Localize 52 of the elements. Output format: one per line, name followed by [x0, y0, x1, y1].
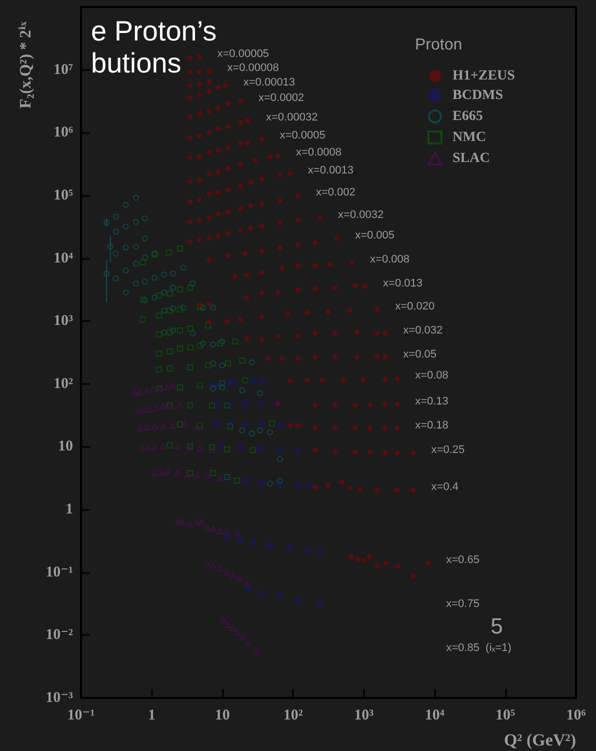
- x-tick-label: 10: [214, 708, 230, 724]
- annotation: x=0.13: [415, 396, 448, 408]
- y-tick-label: 10⁻²: [46, 627, 74, 644]
- y-tick-label: 10⁻¹: [46, 564, 73, 580]
- legend-label: NMC: [452, 130, 486, 145]
- annotation: x=0.0005: [280, 130, 326, 142]
- x-axis-title: Q² (GeV²): [504, 730, 576, 750]
- annotation: x=0.008: [370, 253, 410, 266]
- x-tick-label: 10²: [283, 708, 304, 724]
- annotation: x=0.00008: [227, 62, 279, 74]
- text: e Proton’s butions: [91, 16, 217, 78]
- annotation: x=0.0013: [308, 164, 354, 177]
- y-tick-label: 10⁵: [54, 187, 74, 204]
- annotation: x=0.25: [431, 444, 465, 456]
- legend-label: SLAC: [452, 151, 490, 166]
- x-tick-label: 10⁶: [566, 708, 586, 724]
- annotation: x=0.00013: [243, 76, 296, 89]
- x-tick-label: 10³: [354, 708, 374, 724]
- annotation: x=0.00005: [217, 48, 269, 60]
- legend-label: E665: [452, 109, 483, 124]
- annotation: x=0.05: [403, 348, 436, 360]
- x-tick-label: 1: [148, 708, 156, 724]
- annotation: x=0.002: [316, 186, 356, 199]
- y-tick-label: 10³: [54, 313, 74, 330]
- legend-label: BCDMS: [452, 88, 504, 103]
- y-tick-label: 10⁴: [54, 250, 74, 266]
- y-tick-label: 10²: [54, 376, 74, 392]
- annotation: x=0.0008: [296, 146, 342, 159]
- annotation: x=0.75: [446, 598, 480, 610]
- annotation: x=0.18: [415, 419, 448, 432]
- annotation: x=0.005: [355, 230, 395, 242]
- y-tick-label: 1: [66, 502, 73, 518]
- annotation: x=0.032: [403, 324, 443, 336]
- y-tick-label: 10⁷: [54, 62, 74, 78]
- y-tick-label: 10⁶: [54, 124, 74, 141]
- annotation: x=0.65: [446, 554, 480, 566]
- legend-title: Proton: [415, 36, 462, 54]
- annotation: x=0.08: [415, 369, 448, 382]
- y-tick-label: 10: [58, 438, 73, 455]
- x-tick-label: 10⁵: [496, 708, 516, 724]
- annotation: x=0.0032: [338, 208, 384, 221]
- annotation: x=0.0002: [258, 92, 304, 104]
- annotation: x=0.4: [431, 481, 459, 494]
- annotation: x=0.00032: [266, 112, 318, 124]
- y-axis-title: F₂(x,Q²) * 2ⁱˣ: [18, 21, 34, 108]
- annotation: x=0.013: [383, 278, 423, 290]
- annotation: 5: [490, 614, 503, 638]
- annotation: x=0.85 (iₓ=1): [446, 642, 512, 654]
- annotation: x=0.020: [395, 300, 435, 312]
- x-tick-label: 10⁴: [424, 708, 445, 724]
- y-tick-label: 10⁻³: [46, 690, 74, 706]
- legend-label: H1+ZEUS: [452, 68, 516, 84]
